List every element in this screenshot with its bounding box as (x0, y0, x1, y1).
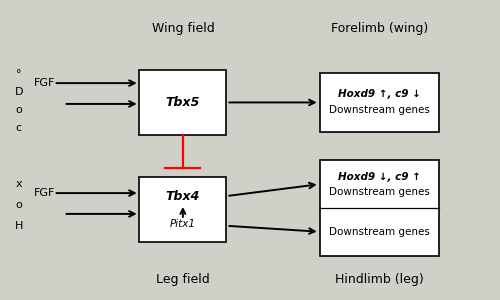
Text: Downstream genes: Downstream genes (329, 187, 430, 196)
Text: Leg field: Leg field (156, 273, 210, 286)
Text: Forelimb (wing): Forelimb (wing) (330, 22, 428, 34)
Text: o: o (16, 200, 22, 210)
Text: Pitx1: Pitx1 (170, 219, 196, 229)
Text: FGF: FGF (34, 188, 55, 198)
Text: Hoxd9 ↓, c9 ↑: Hoxd9 ↓, c9 ↑ (338, 172, 420, 182)
Text: Tbx5: Tbx5 (166, 96, 200, 109)
Bar (320, 160, 439, 256)
Text: x: x (16, 179, 22, 189)
Text: FGF: FGF (34, 78, 55, 88)
Text: Hindlimb (leg): Hindlimb (leg) (335, 273, 424, 286)
Bar (140, 177, 226, 242)
Text: Tbx4: Tbx4 (166, 190, 200, 202)
Text: Downstream genes: Downstream genes (329, 227, 430, 237)
Text: Downstream genes: Downstream genes (329, 105, 430, 115)
Text: o: o (16, 105, 22, 115)
Text: °: ° (16, 69, 22, 79)
Text: Wing field: Wing field (152, 22, 214, 34)
Text: Hoxd9 ↑, c9 ↓: Hoxd9 ↑, c9 ↓ (338, 89, 420, 99)
Text: c: c (16, 123, 22, 133)
Bar (140, 70, 226, 135)
Text: D: D (14, 87, 23, 97)
Bar (320, 73, 439, 132)
Text: H: H (14, 221, 23, 231)
